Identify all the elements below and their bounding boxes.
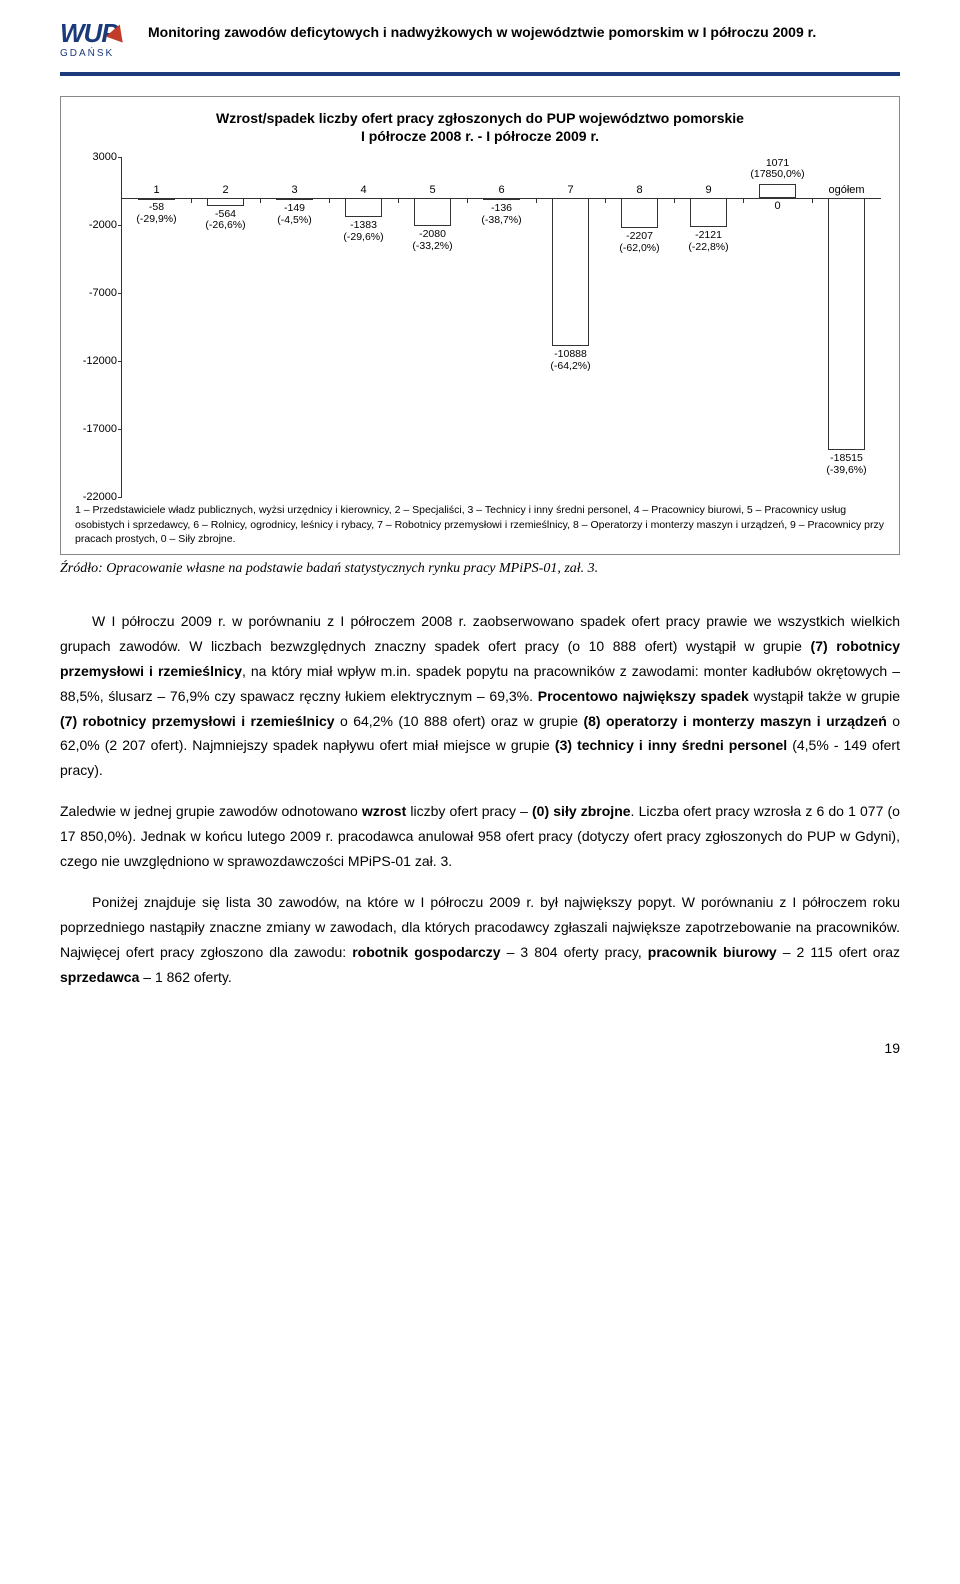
bar-value-label: 1071(17850,0%) — [750, 158, 804, 181]
category-label: 4 — [360, 185, 366, 195]
chart-title: Wzrost/spadek liczby ofert pracy zgłoszo… — [75, 109, 885, 145]
bar — [414, 198, 452, 226]
bar — [759, 184, 797, 199]
bar-value-label: -58(-29,9%) — [136, 202, 176, 225]
bar-value-label: -2121(-22,8%) — [688, 230, 728, 253]
bar-value-label: -149(-4,5%) — [277, 203, 311, 226]
paragraph-1: W I półroczu 2009 r. w porównaniu z I pó… — [60, 609, 900, 783]
logo-subtext: GDAŃSK — [60, 48, 138, 59]
category-label: 8 — [636, 185, 642, 195]
category-label: ogółem — [828, 185, 864, 195]
header: WUP GDAŃSK Monitoring zawodów deficytowy… — [60, 20, 900, 64]
bar-value-label: -136(-38,7%) — [481, 203, 521, 226]
bar-value-label: -2207(-62,0%) — [619, 231, 659, 254]
bar — [828, 198, 866, 450]
category-label: 3 — [291, 185, 297, 195]
chart-legend: 1 – Przedstawiciele władz publicznych, w… — [75, 503, 885, 546]
header-title: Monitoring zawodów deficytowych i nadwyż… — [148, 20, 816, 40]
logo: WUP GDAŃSK — [60, 20, 138, 64]
source-note: Źródło: Opracowanie własne na podstawie … — [60, 561, 900, 577]
category-label: 2 — [222, 185, 228, 195]
bar-value-label: -10888(-64,2%) — [550, 349, 590, 372]
page-number: 19 — [60, 1040, 900, 1056]
category-label: 0 — [774, 201, 780, 211]
y-tick-label: -7000 — [89, 287, 117, 299]
chart-area: 3000-2000-7000-12000-17000-22000 1-58(-2… — [75, 157, 885, 497]
bar — [207, 198, 245, 206]
category-label: 1 — [153, 185, 159, 195]
bar — [621, 198, 659, 228]
bar-value-label: -564(-26,6%) — [205, 209, 245, 232]
bar-value-label: -18515(-39,6%) — [826, 453, 866, 476]
category-label: 6 — [498, 185, 504, 195]
chart-container: Wzrost/spadek liczby ofert pracy zgłoszo… — [60, 96, 900, 555]
y-tick-label: -12000 — [83, 355, 117, 367]
category-label: 9 — [705, 185, 711, 195]
paragraph-3: Poniżej znajduje się lista 30 zawodów, n… — [60, 890, 900, 990]
y-tick-label: -17000 — [83, 423, 117, 435]
category-label: 5 — [429, 185, 435, 195]
bar — [690, 198, 728, 227]
bar — [483, 198, 521, 200]
bar — [276, 198, 314, 200]
bar — [552, 198, 590, 346]
y-tick-label: -2000 — [89, 219, 117, 231]
page: WUP GDAŃSK Monitoring zawodów deficytowy… — [0, 0, 960, 1096]
chart-title-line1: Wzrost/spadek liczby ofert pracy zgłoszo… — [216, 110, 744, 126]
y-axis: 3000-2000-7000-12000-17000-22000 — [75, 157, 121, 497]
paragraph-2: Zaledwie w jednej grupie zawodów odnotow… — [60, 799, 900, 874]
y-tick-label: 3000 — [93, 151, 117, 163]
bar — [138, 198, 176, 200]
y-tick-label: -22000 — [83, 491, 117, 503]
logo-text: WUP — [60, 20, 138, 46]
category-label: 7 — [567, 185, 573, 195]
header-rule — [60, 72, 900, 76]
chart-title-line2: I półrocze 2008 r. - I półrocze 2009 r. — [361, 128, 599, 144]
bar — [345, 198, 383, 217]
bar-value-label: -1383(-29,6%) — [343, 220, 383, 243]
plot-area: 1 -58(-29,9%) 2 -564(-26,6%) 3 -149(-4,5%) 4 -1… — [121, 157, 881, 497]
bar-value-label: -2080(-33,2%) — [412, 229, 452, 252]
body-text: W I półroczu 2009 r. w porównaniu z I pó… — [60, 609, 900, 990]
